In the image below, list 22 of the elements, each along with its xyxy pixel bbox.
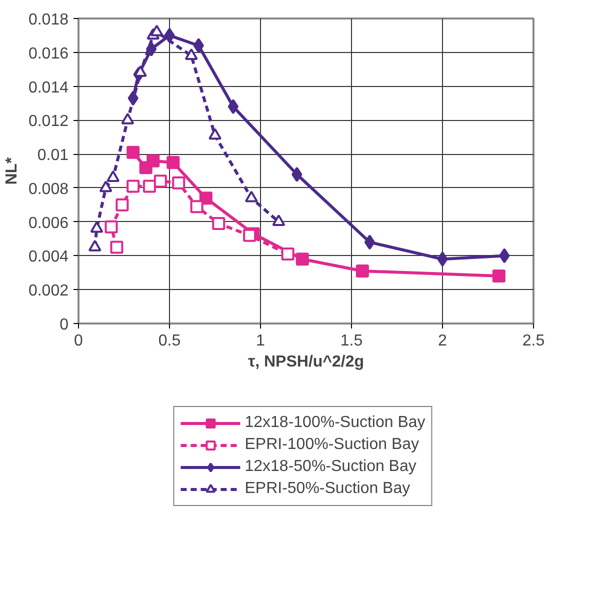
y-tick-label: 0 (60, 316, 69, 334)
y-tick-label: 0.008 (28, 180, 69, 198)
legend-label: EPRI-100%-Suction Bay (244, 434, 420, 454)
x-tick-label: 0.5 (158, 332, 181, 350)
y-tick-label: 0.006 (28, 214, 69, 232)
x-tick-label: 0 (74, 332, 84, 350)
y-tick-label: 0.012 (28, 113, 69, 130)
legend-label: 12x18-100%-Suction Bay (244, 412, 426, 432)
y-axis-title: NL* (3, 156, 20, 185)
y-tick-label: 0.016 (28, 45, 69, 62)
legend-label: 12x18-50%-Suction Bay (244, 456, 416, 476)
x-tick-label: 1.5 (340, 332, 363, 350)
x-tick-label: 1 (256, 332, 266, 350)
y-tick-label: 0.002 (28, 282, 69, 300)
x-tick-label: 2.5 (522, 332, 545, 350)
y-tick-label: 0.01 (37, 147, 69, 164)
legend-label: EPRI-50%-Suction Bay (244, 478, 410, 498)
x-tick-label: 2 (438, 332, 448, 350)
y-tick-label: 0.004 (28, 248, 69, 266)
x-axis-title: τ, NPSH/u^2/2g (248, 354, 364, 370)
y-tick-label: 0.014 (28, 79, 69, 96)
y-tick-label: 0.018 (28, 12, 69, 28)
